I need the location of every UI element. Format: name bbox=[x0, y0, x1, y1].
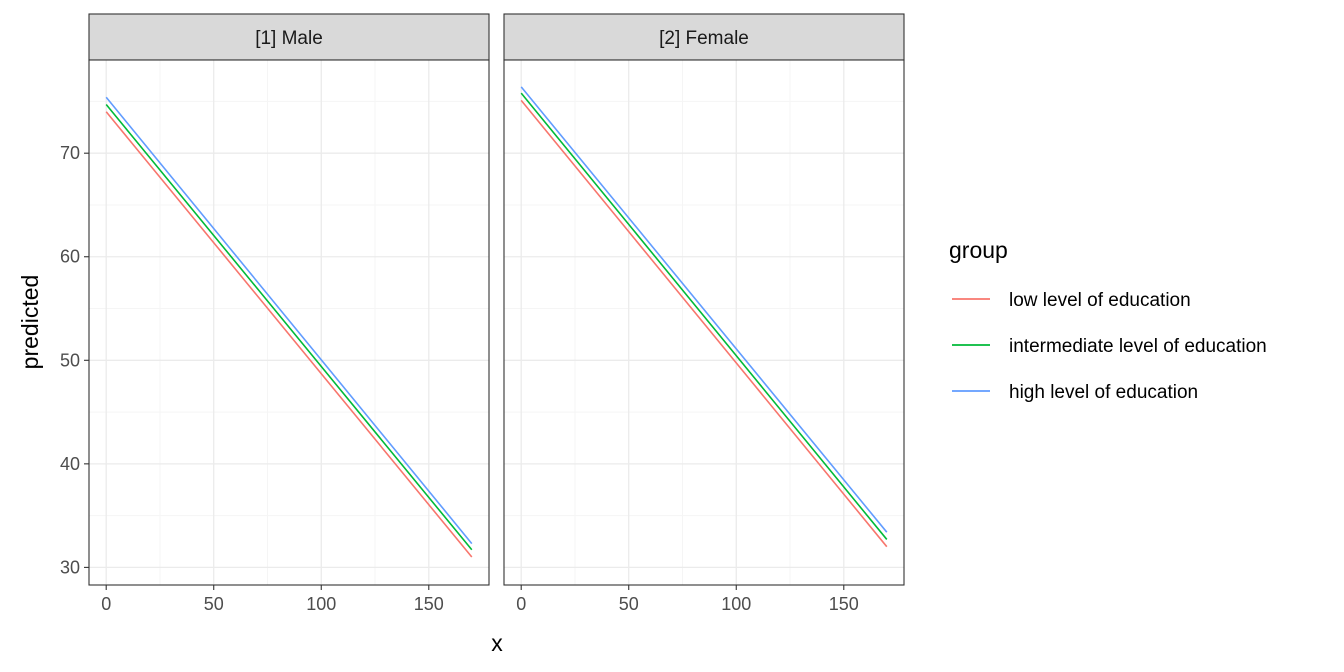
panel-border bbox=[88, 59, 490, 586]
legend: group low level of education intermediate… bbox=[949, 237, 1267, 403]
x-tick-label: 150 bbox=[414, 594, 444, 614]
series-line bbox=[105, 96, 473, 545]
panel-border bbox=[503, 59, 905, 586]
panels: [1] Male 0 50 100 150 30 40 50 60 70 [2] Female 0 50… bbox=[60, 13, 905, 614]
x-tick-label: 50 bbox=[619, 594, 639, 614]
x-tick-label: 50 bbox=[204, 594, 224, 614]
x-tick-label: 150 bbox=[829, 594, 859, 614]
facet-strip bbox=[88, 13, 490, 61]
facet-panel: [2] Female 0 50 100 150 bbox=[503, 13, 905, 614]
legend-item: high level of education bbox=[952, 382, 1198, 403]
legend-item: intermediate level of education bbox=[952, 336, 1267, 357]
legend-items: low level of education intermediate level… bbox=[952, 290, 1267, 403]
y-tick-label: 60 bbox=[60, 247, 80, 267]
legend-item: low level of education bbox=[952, 290, 1191, 311]
y-tick-label: 50 bbox=[60, 350, 80, 370]
legend-label: intermediate level of education bbox=[1009, 336, 1267, 357]
series-line bbox=[105, 111, 473, 558]
series-line bbox=[520, 99, 888, 548]
y-tick-label: 30 bbox=[60, 557, 80, 577]
x-tick-label: 100 bbox=[306, 594, 336, 614]
series-line bbox=[105, 104, 473, 551]
legend-title: group bbox=[949, 237, 1008, 263]
series-line bbox=[520, 92, 888, 540]
y-axis-title: predicted bbox=[17, 275, 43, 370]
series-line bbox=[520, 86, 888, 533]
x-tick-label: 0 bbox=[101, 594, 111, 614]
legend-label: low level of education bbox=[1009, 290, 1191, 311]
y-tick-label: 70 bbox=[60, 143, 80, 163]
facet-strip-label: [2] Female bbox=[659, 28, 749, 49]
facet-strip-label: [1] Male bbox=[255, 28, 323, 49]
x-tick-label: 0 bbox=[516, 594, 526, 614]
y-tick-label: 40 bbox=[60, 454, 80, 474]
facet-strip bbox=[503, 13, 905, 61]
legend-label: high level of education bbox=[1009, 382, 1198, 403]
x-axis-title: x bbox=[491, 630, 503, 656]
axis-titles: x predicted bbox=[17, 275, 503, 656]
x-tick-label: 100 bbox=[721, 594, 751, 614]
facet-panel: [1] Male 0 50 100 150 30 40 50 60 70 bbox=[60, 13, 490, 614]
